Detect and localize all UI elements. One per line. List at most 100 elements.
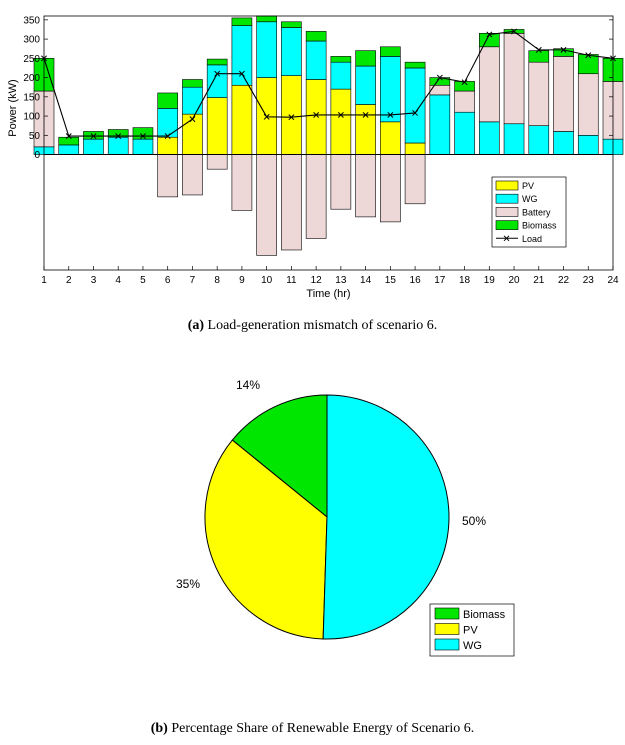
load-marker-6 — [164, 133, 171, 140]
pie-legend: Biomass PV WG — [429, 603, 515, 657]
bar-wg-11 — [281, 27, 302, 76]
bar-pv-12 — [305, 79, 327, 155]
x-tick-label-13: 13 — [335, 275, 347, 286]
bar-battery-11 — [281, 154, 302, 251]
bar-legend-swatch-biomass — [495, 220, 519, 230]
x-tick-label-6: 6 — [165, 275, 171, 286]
bar-pv-7 — [182, 113, 203, 155]
x-tick-label-7: 7 — [190, 275, 196, 286]
bar-biomass-2 — [58, 136, 80, 146]
load-marker-17 — [436, 74, 443, 81]
bar-legend-label-load: Load — [522, 234, 542, 244]
bar-wg-4 — [107, 136, 129, 155]
x-tick-label-9: 9 — [239, 275, 245, 286]
load-marker-11 — [288, 114, 295, 121]
pie-legend-swatch-pv — [434, 623, 460, 635]
bar-battery-6 — [157, 154, 178, 198]
caption-a: (a) Load-generation mismatch of scenario… — [0, 318, 625, 334]
bar-battery-15 — [380, 154, 401, 223]
pie-legend-swatch-wg — [434, 638, 460, 651]
bar-biomass-12 — [305, 31, 327, 42]
bar-wg-22 — [553, 131, 574, 155]
bar-wg-23 — [577, 135, 599, 155]
load-marker-16 — [412, 110, 419, 116]
bar-legend-swatch-wg — [495, 193, 519, 204]
y-tick-label-0: 0 — [34, 150, 40, 161]
bar-pv-9 — [231, 84, 253, 155]
pie-legend-label-wg: WG — [463, 640, 482, 652]
pie-label-pv: 35% — [176, 577, 200, 591]
caption-b-text: Percentage Share of Renewable Energy of … — [171, 721, 475, 736]
load-marker-15 — [387, 111, 394, 118]
caption-a-label: (a) — [187, 318, 205, 333]
bar-battery-19 — [479, 46, 500, 123]
x-tick-label-19: 19 — [484, 275, 496, 286]
load-marker-23 — [585, 52, 592, 59]
load-marker-8 — [214, 70, 221, 77]
pie-label-wg: 50% — [462, 514, 486, 528]
bar-wg-10 — [256, 21, 277, 78]
bar-battery-9 — [231, 154, 253, 211]
bar-battery-13 — [330, 154, 352, 210]
bar-pv-13 — [330, 88, 352, 155]
bar-biomass-21 — [528, 50, 550, 63]
bar-wg-13 — [330, 61, 352, 90]
bar-legend-label-pv: PV — [522, 181, 534, 191]
x-tick-label-15: 15 — [385, 275, 397, 286]
x-tick-label-2: 2 — [66, 275, 72, 286]
bar-wg-12 — [305, 40, 327, 80]
bar-wg-19 — [479, 121, 500, 155]
load-marker-9 — [238, 70, 245, 77]
bar-battery-18 — [454, 90, 475, 113]
x-tick-label-4: 4 — [115, 275, 121, 286]
bar-wg-8 — [206, 64, 228, 98]
bar-wg-5 — [132, 138, 154, 155]
x-tick-label-16: 16 — [410, 275, 422, 286]
axes-frame — [43, 15, 614, 271]
bar-wg-20 — [503, 123, 525, 155]
bar-wg-17 — [429, 94, 451, 155]
pie-legend-swatch-biomass — [434, 607, 460, 620]
bar-biomass-8 — [206, 58, 228, 66]
load-marker-5 — [140, 133, 146, 140]
bar-battery-21 — [528, 61, 550, 126]
bar-wg-3 — [83, 138, 104, 155]
load-marker-19 — [486, 31, 493, 38]
pie-slice-pv — [204, 439, 328, 640]
pie-label-biomass: 14% — [236, 378, 260, 392]
load-marker-2 — [65, 133, 72, 140]
x-tick-label-18: 18 — [459, 275, 471, 286]
bar-battery-23 — [577, 73, 599, 136]
bar-biomass-9 — [231, 17, 253, 26]
y-tick-label-300: 300 — [23, 35, 40, 46]
bar-legend-swatch-pv — [495, 180, 519, 191]
bar-wg-21 — [528, 125, 550, 155]
pie-legend-label-biomass: Biomass — [463, 609, 506, 621]
bar-wg-9 — [231, 25, 253, 86]
x-tick-label-17: 17 — [434, 275, 446, 286]
bar-biomass-6 — [157, 92, 178, 109]
bar-legend-label-wg: WG — [522, 194, 538, 204]
load-marker-3 — [90, 133, 97, 140]
load-marker-7 — [189, 116, 196, 123]
load-marker-18 — [461, 79, 468, 86]
bar-pv-16 — [404, 142, 426, 155]
bar-biomass-23 — [577, 54, 599, 75]
bar-battery-7 — [182, 154, 203, 196]
bar-biomass-5 — [132, 127, 154, 140]
bar-wg-2 — [58, 144, 80, 155]
x-tick-label-1: 1 — [41, 275, 47, 286]
load-marker-14 — [362, 111, 369, 118]
x-tick-label-10: 10 — [261, 275, 273, 286]
x-tick-label-3: 3 — [91, 275, 97, 286]
bar-biomass-13 — [330, 56, 352, 63]
bar-wg-7 — [182, 86, 203, 115]
bar-wg-16 — [404, 67, 426, 144]
x-tick-label-8: 8 — [214, 275, 220, 286]
bar-biomass-14 — [355, 50, 376, 67]
x-tick-label-5: 5 — [140, 275, 146, 286]
bar-biomass-10 — [256, 15, 277, 23]
pie-slice-biomass — [231, 394, 328, 519]
x-tick-label-24: 24 — [607, 275, 619, 286]
bar-battery-14 — [355, 154, 376, 218]
